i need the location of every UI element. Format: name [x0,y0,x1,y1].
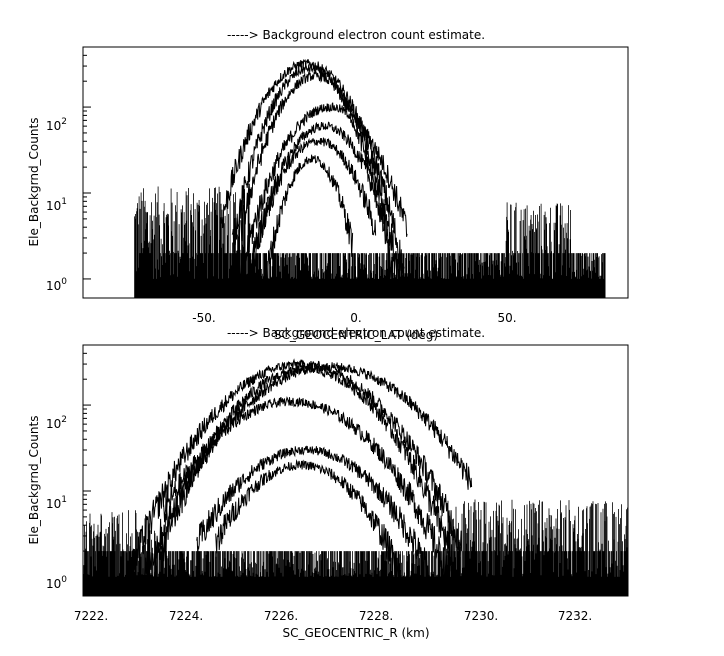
top-y-tick-label: 102 [46,117,67,133]
top-y-tick-label: 101 [46,197,67,213]
top-y-tick-label: 100 [46,277,67,293]
bottom-series-line [129,358,463,591]
top-series-line [240,70,399,282]
top-series-line [266,154,354,286]
bottom-y-ticks: 100 101 102 [46,415,67,591]
top-x-ticks: -50. 0. 50. [192,311,516,325]
top-y-ticks: 100 101 102 [46,117,67,293]
bottom-y-tick-label: 101 [46,495,67,511]
bottom-x-tick-label: 7230. [464,609,498,623]
top-plot-area [83,46,606,298]
bottom-y-axis-title: Ele_Backgrnd_Counts [27,416,41,545]
bottom-x-tick-label: 7228. [359,609,393,623]
bottom-x-ticks: 7222. 7224. 7226. 7228. 7230. 7232. [74,609,592,623]
top-noise-band [134,186,606,298]
top-x-tick-label: -50. [192,311,215,325]
top-series-line [240,102,408,281]
bottom-x-tick-label: 7226. [264,609,298,623]
top-plot-frame [82,46,629,299]
top-series-line [220,59,405,281]
top-series-line [231,63,394,279]
top-x-axis-title: SC_GEOCENTRIC_LAT (deg) [274,328,438,342]
bottom-x-tick-label: 7224. [169,609,203,623]
top-chart-title: -----> Background electron count estimat… [227,28,485,42]
top-x-tick-label: 50. [497,311,516,325]
top-panel: -----> Background electron count estimat… [27,28,629,342]
bottom-series-line [163,396,449,586]
bottom-plot-frame [82,344,629,597]
bottom-series-line [215,459,401,594]
top-y-axis-title: Ele_Backgrnd_Counts [27,118,41,247]
bottom-panel: -----> Background electron count estimat… [27,326,629,640]
bottom-y-tick-label: 102 [46,415,67,431]
bottom-y-tick-label: 100 [46,575,67,591]
bottom-x-axis-title: SC_GEOCENTRIC_R (km) [283,626,430,640]
bottom-chart-title: -----> Background electron count estimat… [227,326,485,340]
bottom-series-line [196,445,430,592]
top-series-line [248,137,377,292]
bottom-x-tick-label: 7232. [558,609,592,623]
top-x-tick-label: 0. [350,311,361,325]
bottom-x-tick-label: 7222. [74,609,108,623]
